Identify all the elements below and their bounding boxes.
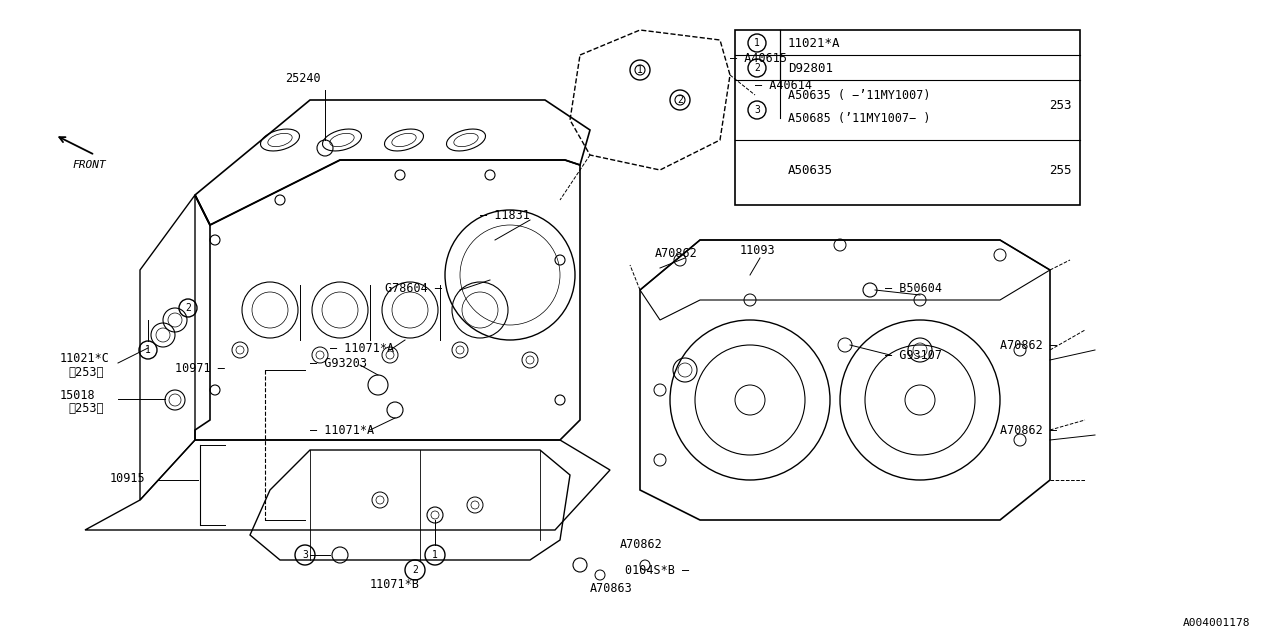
Text: — G93107: — G93107 bbox=[884, 349, 942, 362]
Text: — G93203: — G93203 bbox=[310, 356, 367, 369]
Text: FRONT: FRONT bbox=[72, 160, 106, 170]
Text: 10915: 10915 bbox=[110, 472, 146, 484]
Text: A70863: A70863 bbox=[590, 582, 632, 595]
Text: — B50604: — B50604 bbox=[884, 282, 942, 294]
Text: A70862: A70862 bbox=[655, 246, 698, 259]
Text: 255: 255 bbox=[1050, 163, 1073, 177]
Text: 11093: 11093 bbox=[740, 243, 776, 257]
Text: 1: 1 bbox=[145, 345, 151, 355]
Text: — A40614: — A40614 bbox=[755, 79, 812, 92]
Text: 1: 1 bbox=[433, 550, 438, 560]
Text: 2: 2 bbox=[677, 95, 684, 105]
Text: 2: 2 bbox=[412, 565, 419, 575]
Text: 11071*B: 11071*B bbox=[370, 579, 420, 591]
Text: — 11831: — 11831 bbox=[480, 209, 530, 221]
Text: A70862 —: A70862 — bbox=[1000, 339, 1057, 351]
Text: — A40615: — A40615 bbox=[730, 51, 787, 65]
Text: A70862 —: A70862 — bbox=[1000, 424, 1057, 436]
Text: A70862: A70862 bbox=[620, 538, 663, 552]
Text: 3: 3 bbox=[754, 105, 760, 115]
Text: D92801: D92801 bbox=[788, 61, 833, 74]
Text: 〈253〉: 〈253〉 bbox=[68, 401, 104, 415]
Text: 2: 2 bbox=[754, 63, 760, 73]
Text: 11021*C: 11021*C bbox=[60, 351, 110, 365]
Text: 253: 253 bbox=[1050, 99, 1073, 111]
Text: 1: 1 bbox=[754, 38, 760, 48]
Text: 〈253〉: 〈253〉 bbox=[68, 365, 104, 378]
Text: 25240: 25240 bbox=[285, 72, 320, 84]
Text: A50685 (’11MY1007− ): A50685 (’11MY1007− ) bbox=[788, 111, 931, 125]
Text: 10971 —: 10971 — bbox=[175, 362, 225, 374]
Text: — 11071*A: — 11071*A bbox=[330, 342, 394, 355]
Text: 15018: 15018 bbox=[60, 388, 96, 401]
Text: 1: 1 bbox=[637, 65, 643, 75]
Text: 2: 2 bbox=[186, 303, 191, 313]
Text: A004001178: A004001178 bbox=[1183, 618, 1251, 628]
Text: — 11071*A: — 11071*A bbox=[310, 424, 374, 436]
Text: A50635 ( −’11MY1007): A50635 ( −’11MY1007) bbox=[788, 88, 931, 102]
Text: 11021*A: 11021*A bbox=[788, 36, 841, 49]
Text: 3: 3 bbox=[302, 550, 308, 560]
Text: 0104S*B —: 0104S*B — bbox=[625, 563, 689, 577]
Text: G78604 —: G78604 — bbox=[385, 282, 442, 294]
Text: A50635: A50635 bbox=[788, 163, 833, 177]
